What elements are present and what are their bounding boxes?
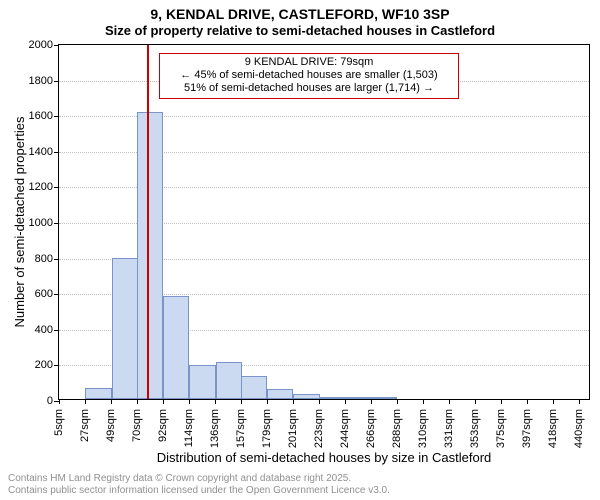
xtick-mark	[475, 399, 476, 404]
xtick-mark	[553, 399, 554, 404]
annotation-line: ← 45% of semi-detached houses are smalle…	[164, 69, 454, 82]
histogram-bar	[163, 296, 189, 399]
ytick-label: 1400	[29, 146, 59, 158]
histogram-bar	[293, 394, 319, 399]
histogram-bar	[267, 389, 293, 399]
histogram-bar	[112, 258, 138, 399]
xtick-mark	[85, 399, 86, 404]
reference-line	[147, 45, 149, 399]
xtick-mark	[397, 399, 398, 404]
footer-line: Contains HM Land Registry data © Crown c…	[8, 473, 390, 485]
xtick-mark	[319, 399, 320, 404]
ytick-label: 1200	[29, 181, 59, 193]
x-axis-label: Distribution of semi-detached houses by …	[58, 450, 590, 465]
ytick-label: 800	[35, 253, 59, 265]
xtick-mark	[345, 399, 346, 404]
xtick-label: 288sqm	[391, 405, 403, 448]
xtick-mark	[501, 399, 502, 404]
ytick-label: 400	[35, 324, 59, 336]
ytick-label: 2000	[29, 39, 59, 51]
histogram-bar	[137, 112, 163, 399]
ytick-label: 1000	[29, 217, 59, 229]
histogram-bar	[216, 362, 242, 399]
annotation-line: 9 KENDAL DRIVE: 79sqm	[164, 56, 454, 69]
xtick-label: 440sqm	[573, 405, 585, 448]
xtick-label: 179sqm	[261, 405, 273, 448]
xtick-label: 353sqm	[469, 405, 481, 448]
xtick-mark	[137, 399, 138, 404]
plot-area: 02004006008001000120014001600180020009 K…	[58, 44, 590, 400]
xtick-label: 266sqm	[365, 405, 377, 448]
histogram-bar	[189, 365, 215, 399]
ytick-label: 600	[35, 288, 59, 300]
xtick-mark	[449, 399, 450, 404]
xtick-mark	[267, 399, 268, 404]
footer-line: Contains public sector information licen…	[8, 485, 390, 497]
xtick-label: 201sqm	[287, 405, 299, 448]
xtick-label: 49sqm	[105, 405, 117, 442]
xtick-label: 27sqm	[79, 405, 91, 442]
xtick-label: 92sqm	[157, 405, 169, 442]
xtick-label: 157sqm	[235, 405, 247, 448]
annotation-line: 51% of semi-detached houses are larger (…	[164, 82, 454, 95]
y-axis-label: Number of semi-detached properties	[12, 44, 27, 400]
histogram-bar	[371, 397, 397, 399]
xtick-label: 5sqm	[53, 405, 65, 436]
histogram-bar	[320, 397, 346, 399]
xtick-label: 114sqm	[183, 405, 195, 447]
chart-footer: Contains HM Land Registry data © Crown c…	[8, 473, 390, 496]
xtick-mark	[189, 399, 190, 404]
xtick-label: 223sqm	[313, 405, 325, 448]
xtick-label: 136sqm	[209, 405, 221, 448]
xtick-mark	[579, 399, 580, 404]
ytick-label: 1600	[29, 110, 59, 122]
histogram-bar	[345, 397, 371, 399]
xtick-label: 397sqm	[521, 405, 533, 448]
property-size-histogram: 9, KENDAL DRIVE, CASTLEFORD, WF10 3SP Si…	[0, 0, 600, 500]
xtick-mark	[215, 399, 216, 404]
histogram-bar	[241, 376, 267, 399]
xtick-label: 244sqm	[339, 405, 351, 448]
xtick-label: 375sqm	[495, 405, 507, 448]
annotation-box: 9 KENDAL DRIVE: 79sqm← 45% of semi-detac…	[159, 53, 459, 99]
xtick-mark	[111, 399, 112, 404]
histogram-bar	[85, 388, 111, 399]
xtick-mark	[293, 399, 294, 404]
chart-title: 9, KENDAL DRIVE, CASTLEFORD, WF10 3SP	[0, 0, 600, 23]
chart-subtitle: Size of property relative to semi-detach…	[0, 23, 600, 39]
xtick-mark	[59, 399, 60, 404]
xtick-label: 418sqm	[547, 405, 559, 448]
xtick-label: 70sqm	[131, 405, 143, 442]
xtick-label: 331sqm	[443, 405, 455, 448]
xtick-label: 310sqm	[417, 405, 429, 448]
xtick-mark	[241, 399, 242, 404]
xtick-mark	[163, 399, 164, 404]
ytick-label: 200	[35, 359, 59, 371]
xtick-mark	[527, 399, 528, 404]
xtick-mark	[423, 399, 424, 404]
ytick-label: 1800	[29, 75, 59, 87]
xtick-mark	[371, 399, 372, 404]
